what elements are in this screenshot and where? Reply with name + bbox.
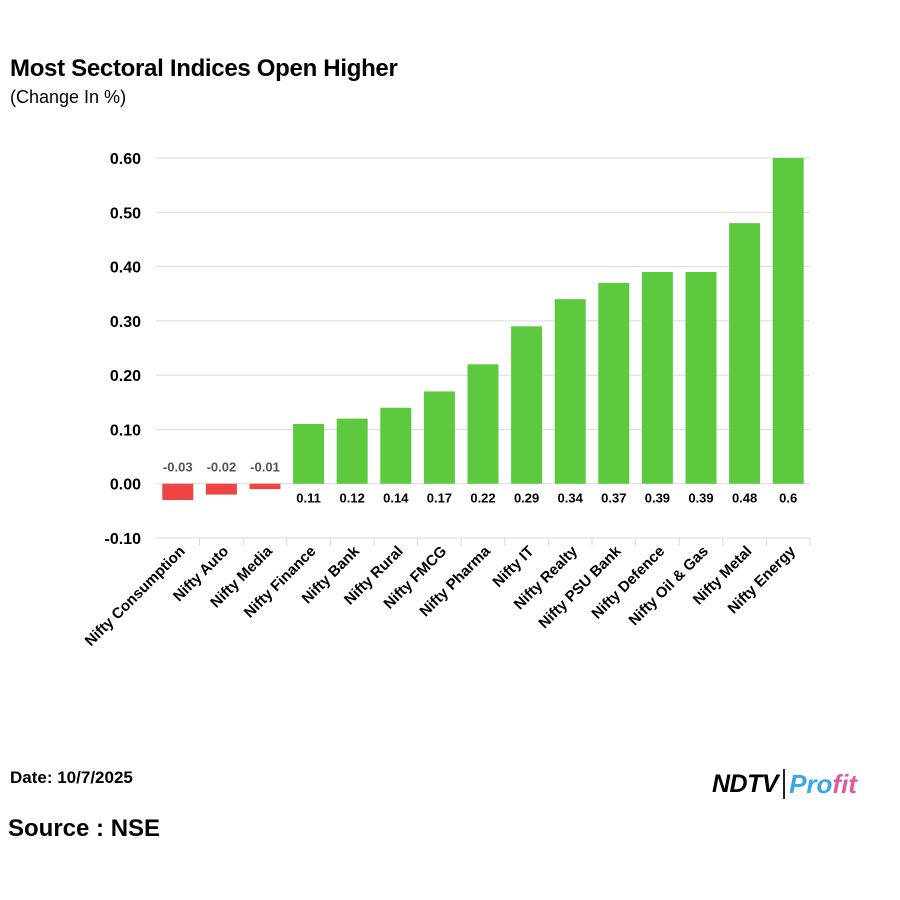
data-label: -0.03 <box>163 460 193 475</box>
bar <box>423 391 455 484</box>
bar <box>162 483 194 500</box>
data-label: 0.39 <box>645 491 670 506</box>
data-label: 0.29 <box>514 491 539 506</box>
data-label: -0.02 <box>207 460 237 475</box>
data-label: 0.39 <box>688 491 713 506</box>
y-tick-label: 0.60 <box>110 151 141 168</box>
bar <box>293 424 325 484</box>
data-label: 0.22 <box>470 491 495 506</box>
y-tick-label: 0.10 <box>110 422 141 439</box>
data-label: 0.11 <box>296 491 321 506</box>
data-label: 0.12 <box>340 491 365 506</box>
source-label: Source : NSE <box>8 815 161 842</box>
profit-wordmark: Profit <box>789 769 857 800</box>
data-label: 0.37 <box>601 491 626 506</box>
data-label: 0.48 <box>732 491 757 506</box>
y-tick-label: 0.40 <box>110 260 141 277</box>
ndtv-profit-logo: NDTV Profit <box>712 768 857 800</box>
bar <box>554 299 586 484</box>
y-axis-ticks: -0.10 0.00 0.10 0.20 0.30 0.40 0.50 0.60 <box>105 151 142 548</box>
y-tick-label: 0.00 <box>110 477 141 494</box>
chart-title: Most Sectoral Indices Open Higher <box>10 55 398 82</box>
bar <box>511 326 543 484</box>
bar <box>467 364 499 484</box>
y-tick-label: -0.10 <box>105 531 142 548</box>
profit-wordmark-b: fit <box>832 768 857 799</box>
bar <box>205 483 237 495</box>
bar-chart: -0.100.000.100.200.300.400.500.60 -0.03-… <box>82 151 811 650</box>
chart-subtitle: (Change In %) <box>10 87 127 107</box>
bars <box>162 158 804 500</box>
y-tick-label: 0.30 <box>110 314 141 331</box>
data-label: 0.6 <box>779 491 797 506</box>
logo-separator <box>783 769 786 799</box>
data-label: 0.17 <box>427 491 452 506</box>
bar <box>729 223 761 484</box>
y-tick-label: 0.50 <box>110 205 141 222</box>
ndtv-wordmark: NDTV <box>712 769 779 798</box>
bar <box>772 158 804 484</box>
bar <box>336 418 368 484</box>
bar <box>641 272 673 484</box>
bar <box>598 282 630 484</box>
data-label: -0.01 <box>250 460 280 475</box>
y-tick-label: 0.20 <box>110 368 141 385</box>
bar <box>249 483 281 490</box>
data-labels: -0.03 -0.02 -0.01 0.11 0.12 0.14 0.17 0.22 0.29 0… <box>163 460 797 506</box>
profit-wordmark-a: Pro <box>789 768 833 799</box>
bar <box>685 272 717 484</box>
bar <box>380 407 412 484</box>
data-label: 0.34 <box>558 491 584 506</box>
date-label: Date: 10/7/2025 <box>10 768 133 787</box>
data-label: 0.14 <box>383 491 409 506</box>
